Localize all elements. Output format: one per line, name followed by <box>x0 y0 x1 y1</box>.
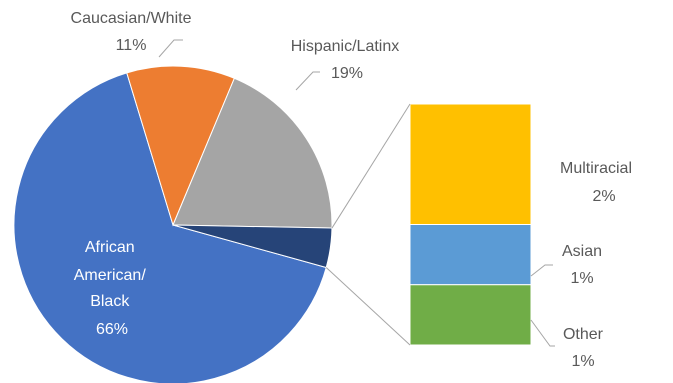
connector-top <box>331 103 411 229</box>
bar-label-asian-value: 1% <box>570 270 593 287</box>
pie-slice-caucasian-white <box>126 65 236 227</box>
bar-label-other-name: Other <box>563 326 604 343</box>
bar-label-asian-name: Asian <box>562 243 602 260</box>
pie-label-hispanic-name: Hispanic/Latinx <box>291 38 400 55</box>
pie-label-african-american-line3: Black <box>90 293 130 310</box>
bar-label-multiracial-value: 2% <box>592 188 615 205</box>
bar-label-other-value: 1% <box>571 353 594 370</box>
pie-label-african-american-line1: African <box>85 239 135 256</box>
bar-segment-asian <box>409 224 532 286</box>
bar-segment-other <box>409 284 532 346</box>
pie-slice-hispanic-latinx <box>172 77 333 229</box>
pie-label-hispanic-value: 19% <box>331 65 363 82</box>
pie-label-caucasian-name: Caucasian/White <box>71 10 192 27</box>
stacked-bar <box>409 103 532 346</box>
pie-to-bar-connectors <box>325 103 411 346</box>
leader-line-asian <box>530 264 553 277</box>
pie <box>13 65 333 383</box>
pie-label-african-american: African American/ Black 66% <box>74 239 150 338</box>
pie-label-caucasian-value: 11% <box>116 37 147 54</box>
connector-bottom <box>325 267 411 346</box>
pie-slice-african-american-black <box>13 72 327 383</box>
pie-slice-other-group <box>172 224 333 269</box>
pie-label-african-american-value: 66% <box>96 321 128 338</box>
pie-label-african-american-line2: American/ <box>74 267 147 284</box>
leader-line-other <box>530 319 555 347</box>
bar-segment-multiracial <box>409 103 532 225</box>
leader-line-caucasian <box>158 39 183 58</box>
leader-line-hispanic <box>295 71 320 91</box>
bar-label-multiracial-name: Multiracial <box>560 160 632 177</box>
